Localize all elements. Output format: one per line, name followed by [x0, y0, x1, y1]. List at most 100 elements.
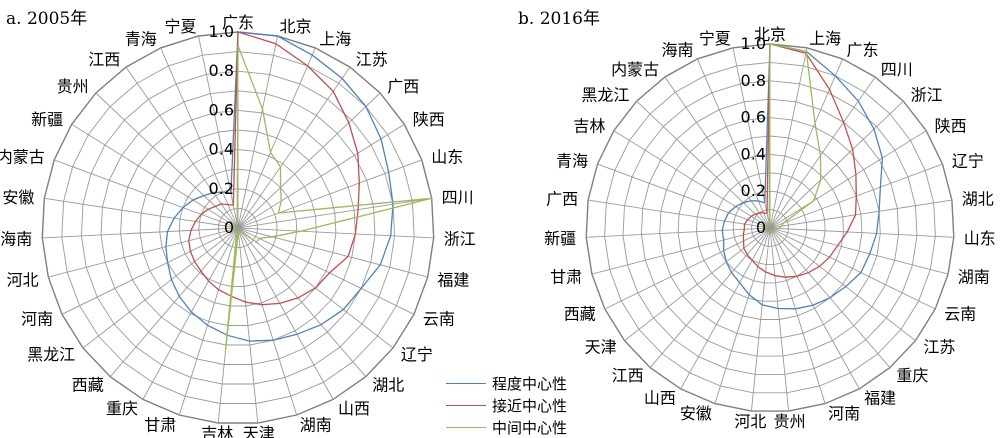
category-label: 辽宁 [952, 152, 984, 171]
radial-tick-label: 0.2 [741, 181, 766, 200]
axis-spoke [769, 76, 876, 229]
grid-ring [100, 90, 376, 365]
grid-ring [677, 135, 863, 320]
axis-spoke [769, 227, 936, 310]
grid-ring [178, 168, 298, 287]
radial-tick-label: 0 [756, 218, 766, 237]
axis-spoke [125, 66, 239, 229]
grid-ring [585, 43, 955, 412]
axis-spoke [769, 130, 927, 229]
category-label: 上海 [319, 30, 351, 49]
category-label: 内蒙古 [0, 148, 45, 167]
category-label: 湖北 [962, 190, 994, 209]
legend: 程度中心性 接近中心性 中间中心性 [446, 372, 567, 438]
series-line-degree [721, 43, 884, 310]
grid-ring [659, 117, 881, 339]
category-label: 山西 [644, 389, 676, 408]
category-label: 黑龙江 [27, 345, 75, 364]
axis-spoke [237, 227, 415, 315]
category-label: 四川 [442, 188, 474, 207]
axis-spoke [680, 227, 771, 390]
axis-spoke [95, 92, 239, 229]
axis-spoke [769, 100, 904, 229]
grid-ring [640, 98, 900, 357]
axis-spoke [624, 227, 771, 341]
axis-spoke [142, 227, 239, 400]
grid-ring [139, 129, 337, 326]
axis-spoke [714, 227, 771, 404]
radar-chart-2016: 0 0.2 0.4 0.6 0.8 1.0北京 上海广东四川浙江陕西辽宁湖北山东湖南云南江苏… [544, 25, 996, 431]
category-label: 新疆 [544, 229, 576, 248]
category-label: 广西 [546, 190, 578, 209]
category-label: 河北 [7, 271, 39, 290]
radial-tick-label: 0.8 [209, 61, 234, 80]
grid-ring [61, 51, 415, 404]
axis-spoke [769, 58, 844, 229]
grid-ring [80, 70, 396, 385]
axis-spoke [178, 227, 239, 416]
category-label: 海南 [661, 41, 693, 60]
axis-spoke [586, 227, 771, 238]
series-line-betweenness [224, 45, 432, 353]
axis-spoke [44, 197, 239, 229]
axis-spoke [237, 227, 428, 278]
grid-ring [41, 31, 435, 424]
category-label: 青海 [556, 152, 588, 171]
category-label: 青海 [125, 30, 157, 49]
axis-spoke [237, 159, 422, 229]
category-label: 江西 [88, 50, 120, 69]
axis-spoke [769, 227, 790, 412]
category-label: 甘肃 [144, 416, 176, 435]
axis-spoke [237, 123, 405, 229]
category-label: 新疆 [31, 110, 63, 129]
category-label: 湖南 [300, 416, 332, 435]
category-label: 上海 [809, 29, 841, 48]
axis-spoke [237, 227, 367, 377]
category-label: 甘肃 [550, 268, 582, 287]
radial-tick-label: 0.2 [209, 179, 234, 198]
axis-spoke [604, 227, 771, 310]
category-label: 云南 [944, 304, 976, 323]
category-label: 福建 [437, 271, 469, 290]
axis-spoke [109, 227, 239, 377]
axis-spoke [237, 227, 298, 416]
category-label: 广东 [847, 41, 879, 60]
category-label: 江西 [612, 366, 644, 385]
series-line-closeness [742, 43, 857, 278]
category-label: 内蒙古 [611, 60, 659, 79]
category-label: 广东 [222, 13, 254, 32]
category-label: 广西 [387, 77, 419, 96]
axis-spoke [591, 227, 771, 275]
axis-spoke [237, 47, 316, 229]
category-label: 河北 [734, 412, 766, 431]
category-label: 北京 [754, 25, 786, 44]
chart-title-2016: b. 2016年 [518, 9, 600, 29]
axis-spoke [769, 227, 916, 341]
category-label: 重庆 [106, 399, 138, 418]
legend-label-degree: 程度中心性 [492, 374, 568, 393]
category-label: 四川 [881, 60, 913, 79]
axis-spoke [54, 159, 239, 229]
radial-tick-label: 0.4 [741, 144, 766, 163]
grid-ring [714, 172, 826, 284]
legend-swatch-degree [446, 382, 486, 384]
category-label: 山西 [338, 399, 370, 418]
axis-spoke [769, 227, 954, 238]
axis-spoke [61, 227, 239, 315]
axis-spoke [664, 76, 771, 229]
category-label: 山东 [964, 229, 996, 248]
category-label: 辽宁 [401, 345, 433, 364]
legend-label-closeness: 接近中心性 [492, 396, 568, 415]
axis-spoke [237, 92, 381, 229]
category-label: 北京 [280, 17, 312, 36]
axis-spoke [237, 66, 351, 229]
category-label: 湖南 [958, 268, 990, 287]
legend-item-degree: 程度中心性 [446, 372, 567, 394]
category-label: 重庆 [896, 366, 928, 385]
axis-spoke [597, 163, 771, 229]
category-label: 海南 [0, 229, 32, 248]
legend-label-betweenness: 中间中心性 [492, 418, 568, 437]
axis-spoke [237, 227, 259, 424]
radial-tick-label: 0.4 [209, 140, 234, 159]
category-label: 江苏 [923, 338, 955, 357]
